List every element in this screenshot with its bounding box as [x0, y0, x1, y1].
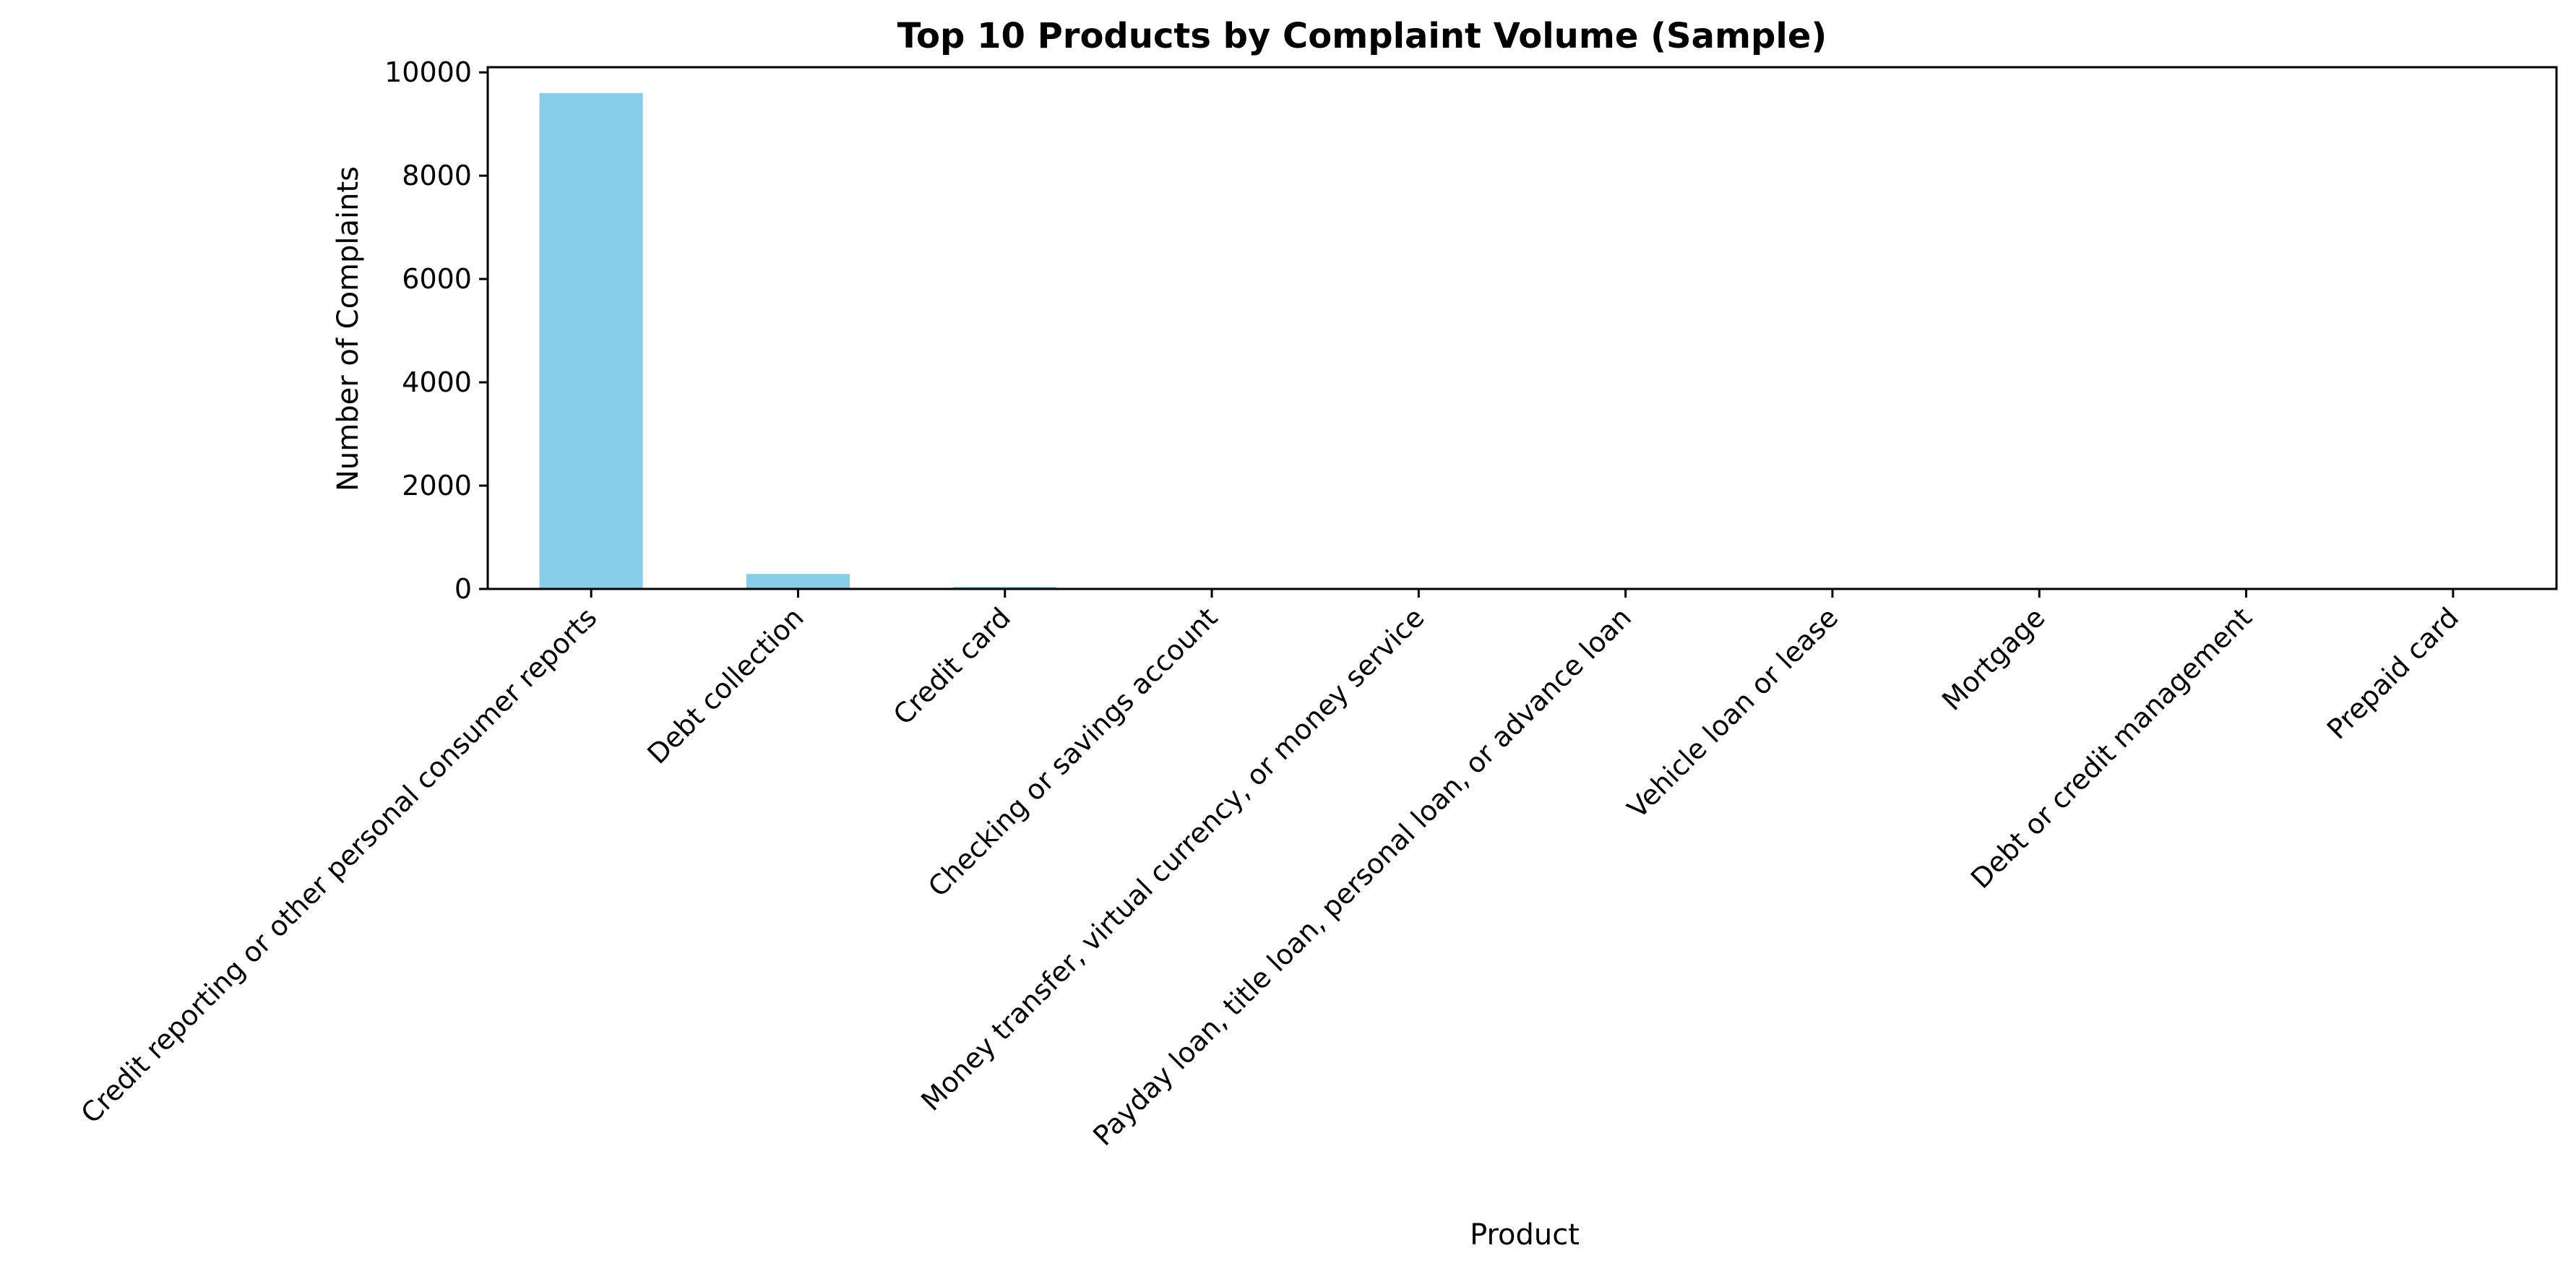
bars-group	[539, 92, 2505, 590]
chart-title: Top 10 Products by Complaint Volume (Sam…	[897, 16, 1827, 56]
x-tick-label: Credit card	[887, 601, 1017, 731]
bar	[746, 574, 850, 589]
x-axis-label: Product	[1470, 1218, 1580, 1252]
x-tick-label: Debt collection	[641, 601, 809, 770]
x-tick-label: Prepaid card	[2321, 601, 2465, 745]
x-tick-label: Money transfer, virtual currency, or mon…	[915, 601, 1430, 1116]
y-tick-label: 8000	[402, 160, 472, 191]
y-axis-label: Number of Complaints	[332, 166, 365, 491]
x-tick-label: Mortgage	[1936, 601, 2051, 716]
x-axis-ticks: Credit reporting or other personal consu…	[75, 589, 2465, 1152]
y-tick-label: 4000	[402, 366, 472, 398]
y-tick-label: 2000	[402, 470, 472, 502]
y-tick-label: 6000	[402, 263, 472, 295]
x-tick-label: Credit reporting or other personal consu…	[75, 601, 603, 1129]
x-tick-label: Vehicle loan or lease	[1621, 601, 1845, 825]
bar	[539, 92, 643, 590]
y-tick-label: 0	[455, 573, 472, 605]
y-tick-label: 10000	[384, 56, 472, 88]
y-axis-ticks: 0 2000 4000 6000 8000 10000	[384, 56, 488, 605]
plot-frame	[486, 66, 2558, 590]
